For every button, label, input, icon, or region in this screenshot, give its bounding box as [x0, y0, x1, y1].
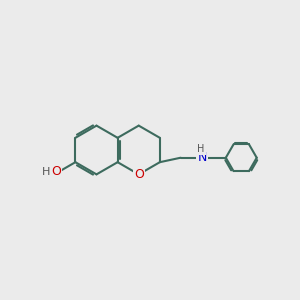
- Text: O: O: [51, 165, 61, 178]
- Text: O: O: [134, 168, 144, 181]
- Text: H: H: [42, 167, 50, 177]
- Text: N: N: [197, 151, 207, 164]
- Text: H: H: [197, 144, 205, 154]
